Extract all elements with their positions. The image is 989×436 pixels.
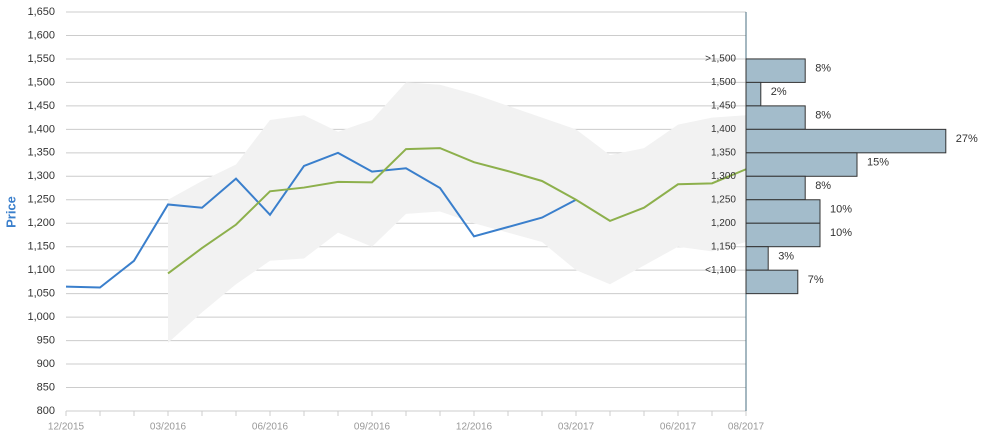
value-label: 8% [815, 180, 831, 192]
x-tick-label: 03/2017 [558, 422, 595, 433]
bin-label: 1,300 [711, 171, 736, 182]
value-label: 3% [778, 250, 794, 262]
y-tick-label: 1,450 [27, 100, 55, 112]
value-label: 27% [956, 133, 978, 145]
histogram-bar [745, 175, 806, 201]
y-tick-label: 1,150 [27, 241, 55, 253]
y-tick-label: 1,100 [27, 264, 55, 276]
histogram-bar [745, 222, 821, 248]
value-label: 7% [808, 274, 824, 286]
value-label: 8% [815, 63, 831, 75]
bin-label: 1,350 [711, 147, 736, 158]
bin-label: 1,200 [711, 218, 736, 229]
y-tick-label: 1,200 [27, 217, 55, 229]
y-axis-label: Price [3, 196, 18, 228]
y-tick-label: 850 [37, 381, 55, 393]
y-tick-label: 1,550 [27, 53, 55, 65]
x-tick-label: 12/2016 [456, 422, 493, 433]
y-tick-label: 950 [37, 334, 55, 346]
bin-label: 1,150 [711, 241, 736, 252]
price-line [167, 147, 747, 275]
histogram-bar [745, 58, 806, 83]
y-tick-label: 1,600 [27, 29, 55, 41]
value-label: 10% [830, 227, 852, 239]
histogram-bar [745, 128, 947, 154]
x-tick-label: 06/2016 [252, 422, 289, 433]
y-tick-label: 1,000 [27, 311, 55, 323]
x-tick-label: 06/2017 [660, 422, 697, 433]
bin-label: >1,500 [705, 54, 736, 65]
y-tick-label: 1,300 [27, 170, 55, 182]
bin-label: 1,250 [711, 194, 736, 205]
x-tick-label: 08/2017 [728, 422, 765, 433]
value-label: 8% [815, 110, 831, 122]
value-label: 10% [830, 203, 852, 215]
y-tick-label: 1,050 [27, 288, 55, 300]
histogram-bar [745, 105, 806, 130]
bin-label: 1,400 [711, 124, 736, 135]
histogram-bar [745, 246, 769, 271]
x-tick-label: 12/2015 [48, 422, 85, 433]
bin-label: <1,100 [705, 265, 736, 276]
histogram-bar [745, 269, 799, 295]
y-tick-label: 1,350 [27, 147, 55, 159]
x-tick-label: 09/2016 [354, 422, 391, 433]
y-tick-label: 800 [37, 405, 55, 417]
value-label: 2% [771, 86, 787, 98]
histogram-bar [745, 199, 821, 224]
histogram-bar [745, 81, 762, 107]
x-tick-label: 03/2016 [150, 422, 187, 433]
bin-label: 1,450 [711, 101, 736, 112]
histogram-bar [745, 152, 858, 177]
y-tick-label: 1,400 [27, 123, 55, 135]
price-line [65, 151, 577, 289]
y-tick-label: 1,650 [27, 6, 55, 18]
y-tick-label: 900 [37, 358, 55, 370]
y-tick-label: 1,500 [27, 76, 55, 88]
y-tick-label: 1,250 [27, 194, 55, 206]
value-label: 15% [867, 156, 889, 168]
bin-label: 1,500 [711, 77, 736, 88]
